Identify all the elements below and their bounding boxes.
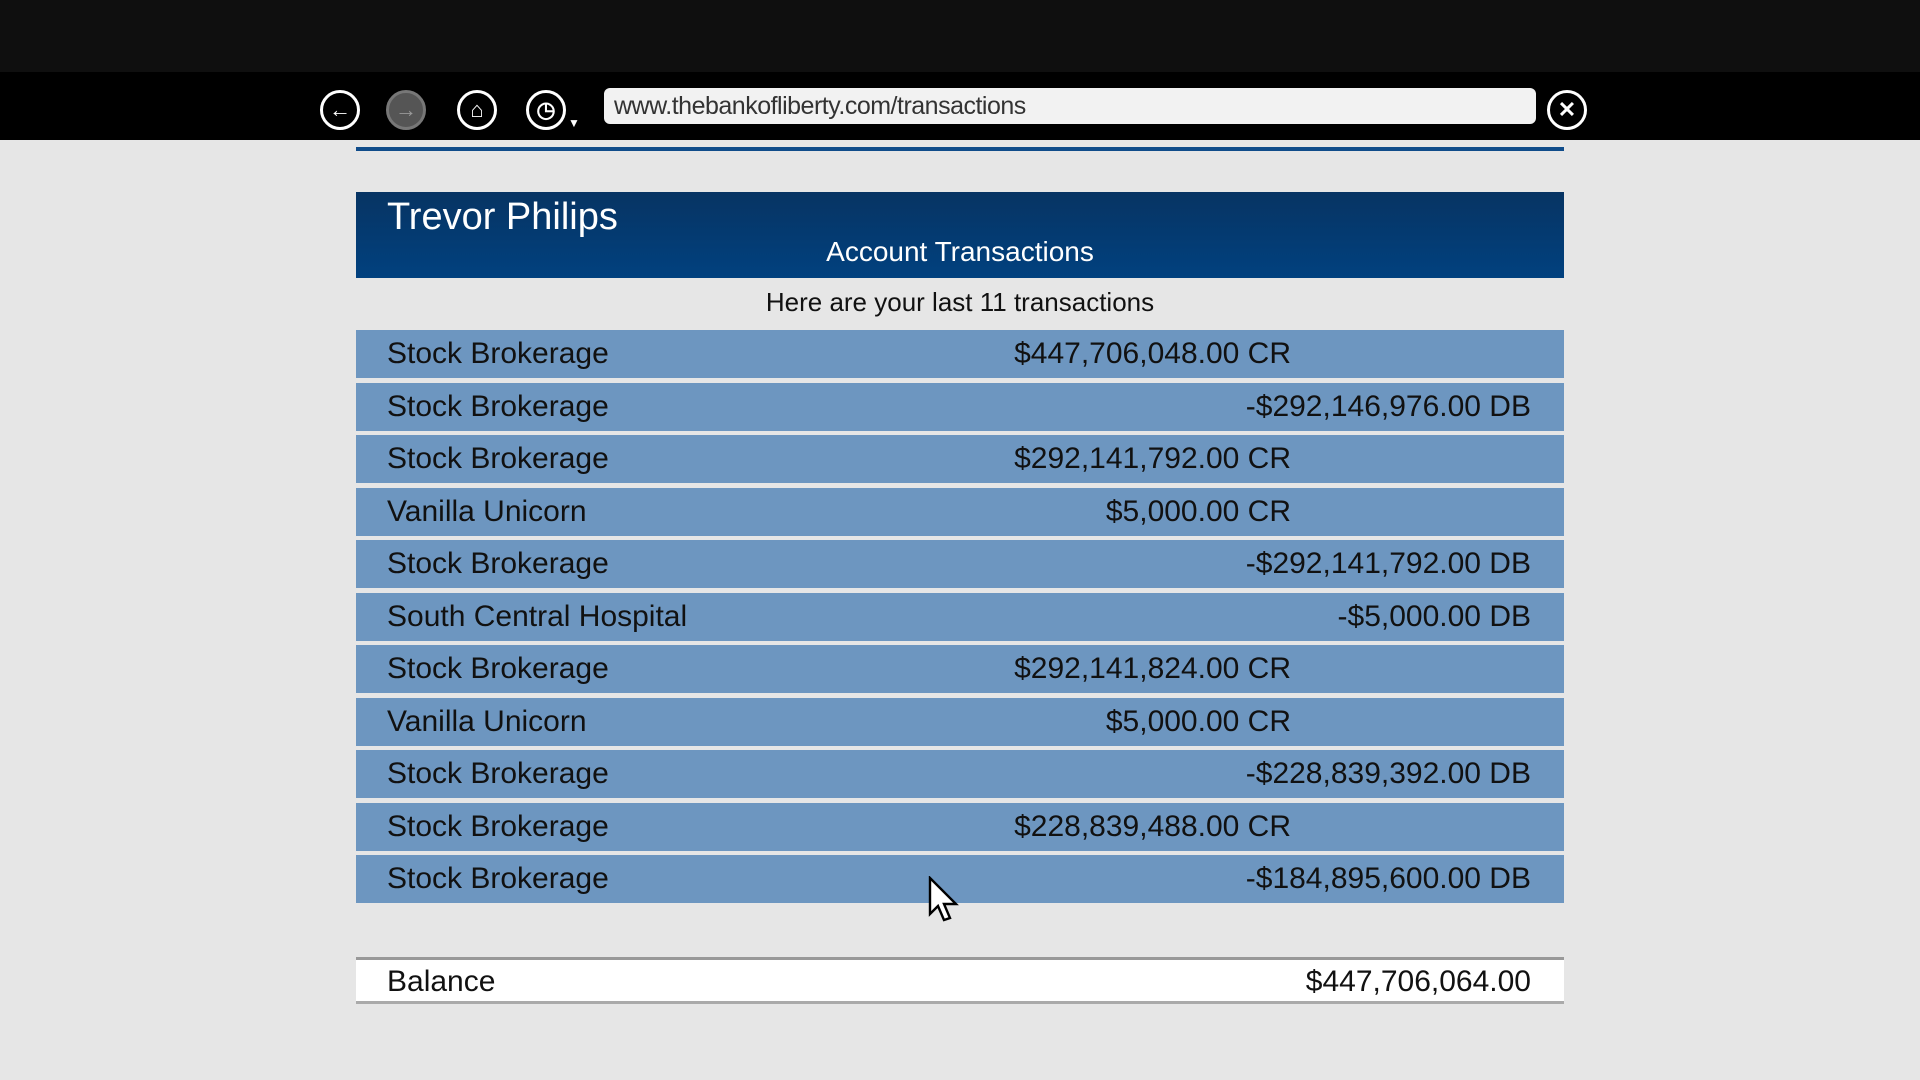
- transaction-row: Stock Brokerage -$228,839,392.00 DB: [356, 750, 1564, 798]
- account-header: Trevor Philips Account Transactions: [356, 192, 1564, 278]
- transaction-label: Vanilla Unicorn: [387, 494, 587, 528]
- transaction-label: Stock Brokerage: [387, 547, 609, 580]
- account-holder-name: Trevor Philips: [387, 196, 618, 238]
- transaction-amount: -$5,000.00 DB: [1337, 599, 1531, 633]
- transaction-amount: -$292,146,976.00 DB: [1245, 389, 1531, 423]
- transaction-row: Vanilla Unicorn $5,000.00 CR: [356, 487, 1564, 536]
- transaction-amount: $447,706,048.00 CR: [1014, 337, 1291, 370]
- back-arrow-icon[interactable]: ←: [320, 90, 360, 130]
- url-bar[interactable]: www.thebankofliberty.com/transactions: [604, 88, 1536, 124]
- browser-toolbar: ← → ⌂ ◷ ▼ www.thebankofliberty.com/trans…: [0, 72, 1920, 140]
- divider: [356, 147, 1564, 151]
- transaction-label: Stock Brokerage: [387, 809, 609, 843]
- page-title: Account Transactions: [826, 236, 1094, 267]
- transaction-label: Stock Brokerage: [387, 389, 609, 423]
- balance-amount: $447,706,064.00: [1305, 965, 1531, 998]
- transaction-label: Vanilla Unicorn: [387, 704, 587, 738]
- transactions-intro: Here are your last 11 transactions: [765, 287, 1155, 317]
- transaction-row: Stock Brokerage $292,141,792.00 CR: [356, 435, 1564, 483]
- history-clock-icon[interactable]: ◷: [526, 90, 566, 130]
- transaction-amount: $292,141,824.00 CR: [1014, 652, 1291, 685]
- transaction-label: South Central Hospital: [387, 599, 688, 633]
- transaction-amount: $228,839,488.00 CR: [1014, 809, 1291, 843]
- history-dropdown-icon[interactable]: ▼: [568, 116, 580, 130]
- transaction-row: Stock Brokerage -$292,141,792.00 DB: [356, 540, 1564, 588]
- mouse-cursor-icon: [928, 876, 959, 922]
- transaction-row: Stock Brokerage $292,141,824.00 CR: [356, 645, 1564, 693]
- top-bar: [0, 0, 1920, 72]
- transaction-label: Stock Brokerage: [387, 862, 609, 895]
- transaction-amount: $5,000.00 CR: [1105, 494, 1291, 528]
- transaction-amount: -$184,895,600.00 DB: [1245, 862, 1531, 895]
- transaction-label: Stock Brokerage: [387, 652, 609, 685]
- transaction-amount: -$292,141,792.00 DB: [1245, 547, 1531, 580]
- transaction-row: Stock Brokerage $447,706,048.00 CR: [356, 330, 1564, 378]
- transaction-label: Stock Brokerage: [387, 757, 609, 790]
- transaction-amount: $5,000.00 CR: [1105, 704, 1291, 738]
- transaction-row: Stock Brokerage $228,839,488.00 CR: [356, 802, 1564, 851]
- home-icon[interactable]: ⌂: [457, 90, 497, 130]
- transaction-row: Vanilla Unicorn $5,000.00 CR: [356, 697, 1564, 746]
- balance-label: Balance: [387, 965, 496, 998]
- balance-row: Balance $447,706,064.00: [356, 957, 1564, 1004]
- forward-arrow-icon[interactable]: →: [386, 90, 426, 130]
- transaction-label: Stock Brokerage: [387, 337, 609, 370]
- transaction-amount: $292,141,792.00 CR: [1014, 442, 1291, 475]
- close-icon[interactable]: ✕: [1547, 90, 1587, 130]
- transaction-row: Stock Brokerage -$184,895,600.00 DB: [356, 855, 1564, 903]
- transaction-label: Stock Brokerage: [387, 442, 609, 475]
- transaction-row: Stock Brokerage -$292,146,976.00 DB: [356, 382, 1564, 431]
- transaction-amount: -$228,839,392.00 DB: [1245, 757, 1531, 790]
- transaction-row: South Central Hospital -$5,000.00 DB: [356, 592, 1564, 641]
